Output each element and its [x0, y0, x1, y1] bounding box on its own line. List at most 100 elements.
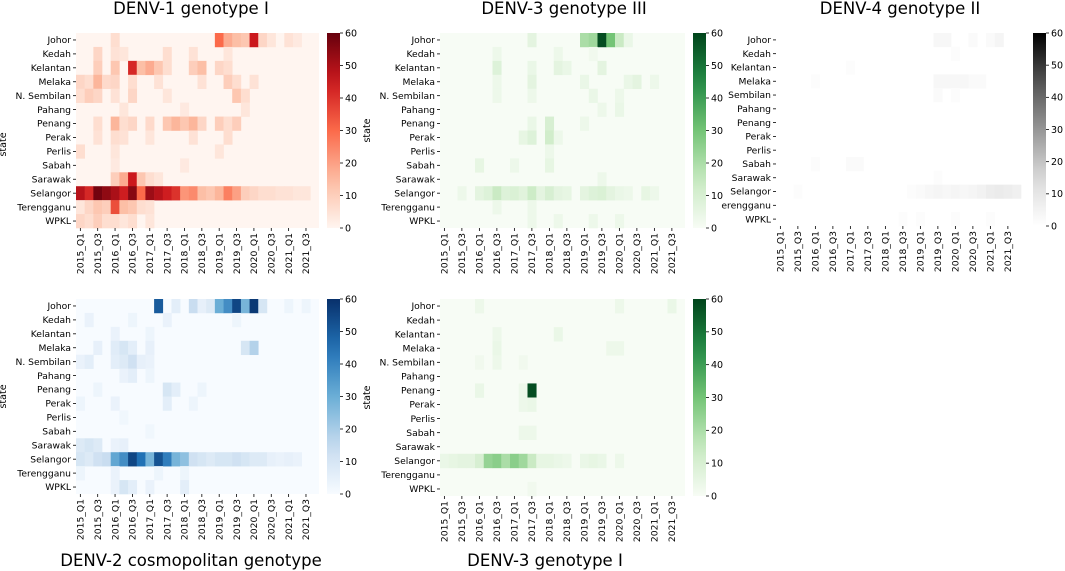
heatmap-cell — [154, 172, 164, 187]
heatmap-cell — [76, 354, 85, 369]
heatmap-cell — [275, 452, 285, 467]
heatmap-cell — [959, 74, 969, 89]
heatmap-cell — [76, 74, 85, 90]
quarter-tick-label: 2021_Q1 — [284, 499, 295, 540]
heatmap-cell — [492, 327, 502, 342]
state-tick-label: Perlis — [410, 414, 435, 425]
quarter-tick-label: 2020_Q1 — [615, 501, 626, 542]
heatmap-cell — [145, 200, 155, 215]
heatmap-cell — [110, 396, 120, 411]
state-tick-label: Sabah — [742, 159, 771, 170]
heatmap-cell — [93, 200, 103, 215]
state-tick-label: Kedah — [42, 315, 71, 326]
state-tick-label: Terengganu — [380, 202, 435, 213]
quarter-tick-label: 2017_Q3 — [527, 501, 538, 542]
heatmap-cell — [76, 144, 85, 159]
heatmap-cell — [93, 452, 103, 467]
quarter-tick-label: 2017_Q3 — [863, 231, 874, 272]
heatmap-cell — [110, 200, 120, 215]
state-tick-label: Kedah — [42, 49, 71, 60]
heatmap-cell — [440, 453, 450, 469]
heatmap-cell — [119, 102, 129, 117]
heatmap-cell — [951, 88, 961, 103]
quarter-tick-label: 2020_Q3 — [968, 231, 979, 272]
state-tick-label: Penang — [401, 386, 435, 397]
heatmap-cell — [545, 158, 555, 173]
quarter-tick-label: 2019_Q1 — [916, 231, 927, 272]
colorbar-tick-label: 20 — [345, 424, 357, 435]
heatmap-cell — [110, 354, 120, 369]
quarter-tick-label: 2015_Q1 — [440, 233, 451, 274]
quarter-tick-label: 2018_Q1 — [180, 499, 191, 540]
quarter-tick-label: 2017_Q1 — [145, 233, 156, 274]
heatmap-cell — [475, 453, 485, 469]
heatmap-cell — [197, 116, 207, 131]
heatmap-cell — [597, 102, 607, 117]
heatmap-cell — [933, 170, 943, 185]
colorbar — [693, 299, 706, 496]
heatmap-cell — [171, 116, 181, 131]
heatmap-cell — [527, 130, 537, 145]
heatmap-cell — [93, 438, 103, 453]
colorbar-tick-label: 50 — [345, 327, 357, 338]
state-tick-label: Penang — [737, 118, 771, 129]
colorbar-tick-label: 30 — [1051, 125, 1063, 136]
quarter-tick-label: 2015_Q3 — [793, 231, 804, 272]
quarter-tick-label: 2018_Q1 — [545, 233, 556, 274]
quarter-tick-label: 2018_Q1 — [180, 233, 191, 274]
quarter-tick-label: 2017_Q1 — [510, 233, 521, 274]
heatmap-cell — [240, 33, 250, 48]
quarter-tick-label: 2021_Q3 — [667, 233, 678, 274]
state-tick-label: Kelantan — [395, 63, 435, 74]
quarter-tick-label: 2021_Q3 — [667, 501, 678, 542]
state-tick-label: Perlis — [46, 413, 71, 424]
quarter-tick-label: 2020_Q1 — [951, 231, 962, 272]
heatmap-cell — [119, 452, 129, 467]
heatmap-cell — [180, 186, 190, 201]
heatmap-cell — [76, 214, 85, 229]
state-tick-label: Kelantan — [31, 329, 71, 340]
quarter-tick-label: 2016_Q1 — [110, 233, 121, 274]
heatmap-cell — [128, 60, 138, 76]
quarter-tick-label: 2018_Q3 — [562, 233, 573, 274]
state-tick-label: Sarawak — [32, 440, 72, 451]
heatmap-cell — [284, 299, 294, 314]
heatmap-cell — [102, 452, 112, 467]
quarter-tick-label: 2018_Q3 — [197, 499, 208, 540]
quarter-tick-label: 2018_Q3 — [562, 501, 573, 542]
heatmap-cell — [232, 33, 242, 48]
colorbar-tick-label: 40 — [345, 359, 357, 370]
state-tick-label: Sembilan — [728, 90, 771, 101]
heatmap-cell — [951, 212, 961, 227]
heatmap-cell — [492, 88, 502, 103]
quarter-tick-label: 2019_Q1 — [214, 499, 225, 540]
heatmap-cell — [580, 116, 590, 131]
colorbar-tick-label: 60 — [711, 28, 723, 39]
state-tick-label: Johor — [410, 301, 435, 312]
heatmap-cell — [128, 340, 138, 356]
heatmap-cell — [907, 184, 917, 199]
colorbar-tick-label: 10 — [345, 191, 357, 202]
colorbar-tick-label: 0 — [711, 491, 717, 502]
heatmap-cell — [128, 368, 138, 383]
heatmap-cell — [162, 88, 172, 103]
heatmap-denv3-genotype-iii: Johor Kedah Kelantan Melaka N. Sembilan Pahan… — [362, 28, 723, 274]
heatmap-cell — [223, 46, 233, 62]
heatmap-cell — [580, 33, 590, 48]
heatmap-cell — [93, 340, 103, 356]
quarter-tick-label: 2017_Q3 — [162, 233, 173, 274]
heatmap-cell — [536, 453, 546, 469]
heatmap-cell — [916, 212, 926, 227]
state-tick-label: Melaka — [402, 77, 435, 88]
heatmap-cell — [188, 46, 198, 62]
heatmap-cell — [959, 184, 969, 199]
heatmap-cell — [492, 60, 502, 76]
colorbar-tick-label: 20 — [711, 426, 723, 437]
state-tick-label: Terengganu — [16, 468, 71, 479]
heatmap-cell — [553, 214, 563, 229]
heatmap-cell — [102, 186, 112, 201]
heatmap-denv4-genotype-ii: Johor Kedah Kelantan Melaka Sembilan Pahang Pe… — [721, 28, 1063, 272]
quarter-tick-label: 2021_Q3 — [301, 233, 312, 274]
state-tick-label: Kelantan — [731, 63, 771, 74]
